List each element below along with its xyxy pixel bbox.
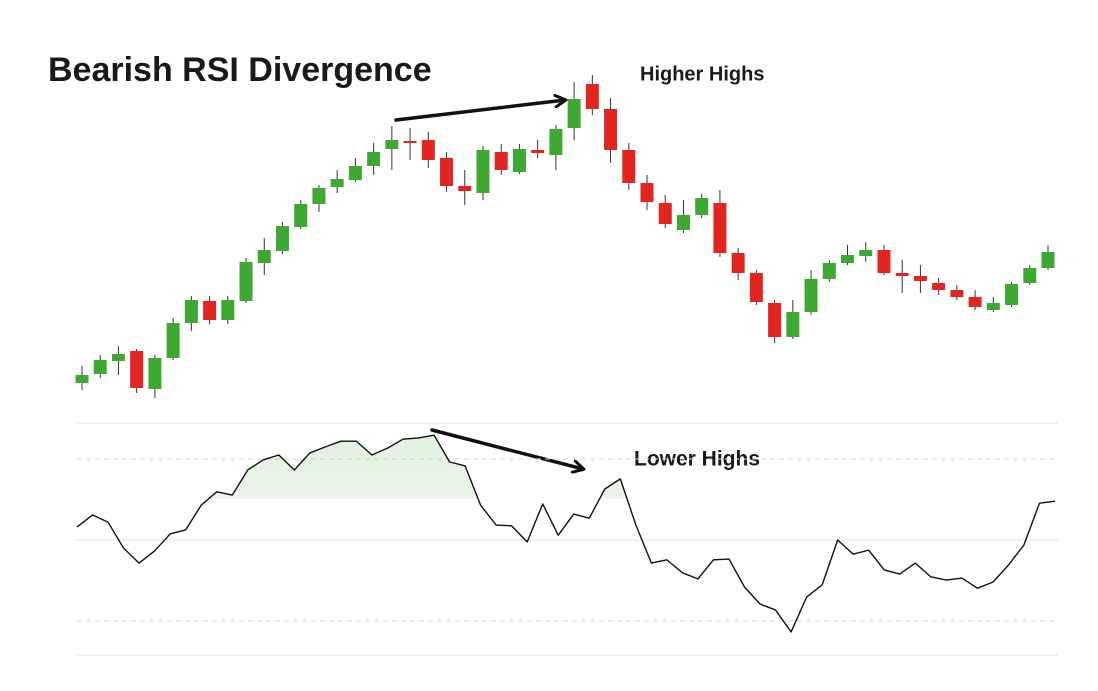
candle-body bbox=[75, 375, 89, 383]
candle-body bbox=[986, 303, 1000, 310]
arrow bbox=[430, 428, 583, 469]
candle-body bbox=[658, 203, 672, 224]
candle-body bbox=[968, 297, 982, 307]
candle-body bbox=[440, 158, 454, 186]
candle-body bbox=[895, 273, 909, 276]
chart-title: Bearish RSI Divergence bbox=[48, 51, 432, 89]
overbought-fill bbox=[208, 435, 628, 500]
candle-body bbox=[203, 301, 217, 320]
candle-body bbox=[367, 152, 381, 166]
candle-body bbox=[476, 150, 490, 193]
candle-body bbox=[111, 354, 125, 361]
rsi-line bbox=[76, 434, 1056, 633]
candle-body bbox=[859, 250, 873, 256]
candle-body bbox=[1005, 284, 1019, 305]
annotation: Lower Highs bbox=[634, 448, 760, 471]
candle-body bbox=[531, 150, 545, 153]
candle-body bbox=[330, 179, 344, 187]
candle-body bbox=[385, 140, 399, 149]
candle-body bbox=[804, 279, 818, 312]
candle-body bbox=[913, 276, 927, 281]
candle-body bbox=[622, 150, 636, 183]
candle-body bbox=[512, 149, 526, 172]
candle-body bbox=[348, 166, 362, 180]
candle-body bbox=[950, 290, 964, 297]
candle-body bbox=[1023, 268, 1037, 283]
candle-body bbox=[567, 99, 581, 128]
candle-body bbox=[585, 84, 599, 109]
candle-body bbox=[695, 198, 709, 215]
candle-body bbox=[786, 312, 800, 337]
candle-body bbox=[403, 141, 417, 143]
candle-body bbox=[257, 250, 271, 263]
candle-body bbox=[148, 358, 162, 389]
candle-body bbox=[822, 263, 836, 279]
candle-body bbox=[221, 300, 235, 320]
candle-body bbox=[166, 323, 180, 358]
candle-body bbox=[549, 129, 563, 155]
candle-body bbox=[421, 140, 435, 160]
candle-body bbox=[676, 215, 690, 230]
annotation: Higher Highs bbox=[640, 63, 764, 85]
candle-body bbox=[768, 303, 782, 337]
candle-body bbox=[239, 262, 253, 301]
candle-body bbox=[184, 300, 198, 323]
candle-body bbox=[458, 186, 472, 191]
arrow bbox=[394, 100, 565, 122]
candle-body bbox=[604, 109, 618, 150]
candle-body bbox=[275, 226, 289, 251]
candle-body bbox=[640, 183, 654, 202]
candle-body bbox=[841, 255, 855, 263]
candle-body bbox=[749, 273, 763, 302]
candle-body bbox=[294, 204, 308, 227]
candle-body bbox=[312, 188, 326, 204]
candle-body bbox=[1041, 252, 1055, 268]
candle-body bbox=[731, 253, 745, 273]
candle-body bbox=[93, 360, 107, 374]
candle-body bbox=[494, 152, 508, 170]
candle-body bbox=[130, 351, 144, 388]
candle-body bbox=[713, 203, 727, 253]
candle-body bbox=[932, 283, 946, 290]
candle-body bbox=[877, 250, 891, 273]
